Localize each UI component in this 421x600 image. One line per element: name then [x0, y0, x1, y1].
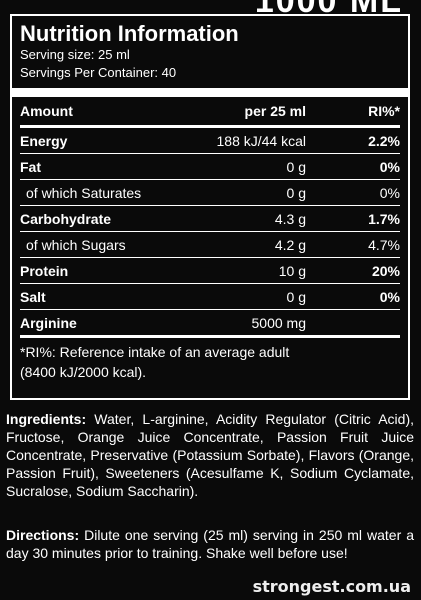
row-ri — [306, 309, 400, 338]
row-amount: 0 g — [176, 179, 306, 206]
ingredients-text: Water, L-arginine, Acidity Regulator (Ci… — [6, 411, 414, 499]
nutrition-table: Amount per 25 ml RI%* Energy 188 kJ/44 k… — [20, 97, 400, 338]
footnote-line-1: *RI%: Reference intake of an average adu… — [20, 344, 290, 360]
row-ri: 0% — [306, 179, 400, 206]
row-ri: 1.7% — [306, 205, 400, 232]
row-name: Carbohydrate — [20, 205, 176, 232]
header-per-serving: per 25 ml — [176, 97, 306, 128]
row-ri: 20% — [306, 257, 400, 284]
directions-block: Directions: Dilute one serving (25 ml) s… — [6, 526, 414, 562]
row-amount: 10 g — [176, 257, 306, 284]
serving-size: Serving size: 25 ml — [20, 47, 130, 62]
row-amount: 4.2 g — [176, 231, 306, 258]
header-ri: RI%* — [306, 97, 400, 128]
table-row: Protein 10 g 20% — [20, 257, 400, 284]
row-amount: 5000 mg — [176, 309, 306, 338]
row-name: Arginine — [20, 309, 176, 338]
row-amount: 0 g — [176, 283, 306, 310]
ingredients-block: Ingredients: Water, L-arginine, Acidity … — [6, 410, 414, 500]
footnote-line-2: (8400 kJ/2000 kcal). — [20, 364, 147, 380]
row-name: Protein — [20, 257, 176, 284]
row-name: Energy — [20, 126, 176, 154]
table-row: Arginine 5000 mg — [20, 309, 400, 338]
row-name: Salt — [20, 283, 176, 310]
header-amount: Amount — [20, 97, 176, 128]
row-ri: 2.2% — [306, 126, 400, 154]
row-ri: 0% — [306, 283, 400, 310]
table-row: Salt 0 g 0% — [20, 283, 400, 310]
directions-label: Directions: — [6, 527, 80, 543]
row-name: Fat — [20, 153, 176, 180]
watermark: strongest.com.ua — [252, 577, 411, 596]
panel-title: Nutrition Information — [20, 21, 239, 46]
row-amount: 188 kJ/44 kcal — [176, 126, 306, 154]
row-amount: 4.3 g — [176, 205, 306, 232]
table-row: of which Saturates 0 g 0% — [20, 179, 400, 206]
row-name: of which Sugars — [20, 231, 176, 258]
ingredients-label: Ingredients: — [6, 411, 87, 427]
divider-bar — [12, 88, 408, 97]
row-name: of which Saturates — [20, 179, 176, 206]
table-header-row: Amount per 25 ml RI%* — [20, 97, 400, 128]
row-amount: 0 g — [176, 153, 306, 180]
table-row: Carbohydrate 4.3 g 1.7% — [20, 205, 400, 232]
directions-text: Dilute one serving (25 ml) serving in 25… — [6, 527, 414, 561]
row-ri: 4.7% — [306, 231, 400, 258]
servings-per-container: Servings Per Container: 40 — [20, 65, 177, 80]
table-row: Fat 0 g 0% — [20, 153, 400, 180]
row-ri: 0% — [306, 153, 400, 180]
table-row: Energy 188 kJ/44 kcal 2.2% — [20, 126, 400, 154]
nutrition-panel: Nutrition Information Serving size: 25 m… — [10, 14, 410, 400]
ri-footnote: *RI%: Reference intake of an average adu… — [20, 338, 400, 382]
table-row: of which Sugars 4.2 g 4.7% — [20, 231, 400, 258]
